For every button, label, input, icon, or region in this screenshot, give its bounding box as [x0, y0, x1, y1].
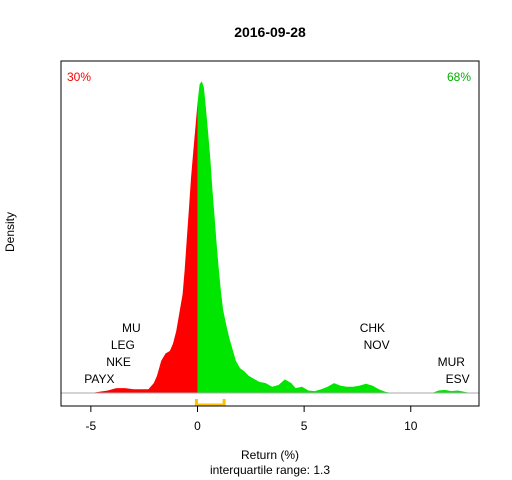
ticker-label: PAYX — [84, 372, 114, 386]
x-tick-label: 10 — [404, 419, 418, 433]
x-tick-label: 0 — [194, 419, 201, 433]
positive-density-area — [197, 81, 471, 394]
x-tick-label: -5 — [86, 419, 97, 433]
ticker-label: MUR — [438, 355, 466, 369]
x-axis-label: Return (%) — [241, 448, 299, 462]
ticker-label: LEG — [111, 338, 135, 352]
negative-density-area — [90, 102, 198, 394]
ticker-label: CHK — [360, 321, 385, 335]
ticker-label: NOV — [364, 338, 390, 352]
negative-share-label: 30% — [67, 70, 91, 84]
ticker-label: MU — [122, 321, 141, 335]
plot-frame — [60, 60, 480, 407]
positive-share-label: 68% — [447, 70, 471, 84]
ticker-label: ESV — [446, 372, 470, 386]
ticker-label: NKE — [106, 355, 131, 369]
x-tick-label: 5 — [301, 419, 308, 433]
iqr-subtitle: interquartile range: 1.3 — [210, 463, 330, 477]
chart-title: 2016-09-28 — [234, 24, 306, 40]
iqr-bracket — [194, 399, 226, 407]
y-axis-label: Density — [3, 212, 17, 252]
